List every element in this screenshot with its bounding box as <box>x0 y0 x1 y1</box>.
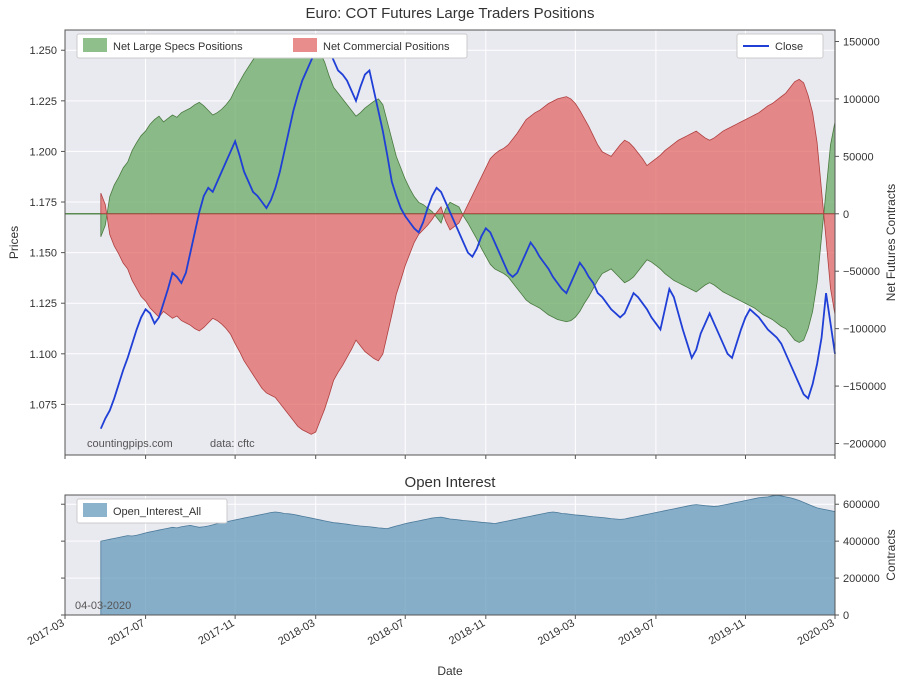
svg-text:400000: 400000 <box>843 536 880 548</box>
date-note: 04-03-2020 <box>75 600 131 612</box>
main-title: Euro: COT Futures Large Traders Position… <box>305 5 594 22</box>
xtick-label: 2019-03 <box>536 617 577 648</box>
oi-ylabel-right: Contracts <box>884 529 898 580</box>
svg-text:1.175: 1.175 <box>29 197 57 209</box>
legend-label-specs: Net Large Specs Positions <box>113 41 243 53</box>
legend-swatch-commercials <box>293 38 317 52</box>
legend-label-close: Close <box>775 41 803 53</box>
svg-text:1.100: 1.100 <box>29 349 57 361</box>
svg-text:600000: 600000 <box>843 499 880 511</box>
svg-text:50000: 50000 <box>843 151 874 163</box>
ylabel-right: Net Futures Contracts <box>884 184 898 301</box>
oi-title: Open Interest <box>405 474 497 491</box>
svg-text:0: 0 <box>843 610 849 622</box>
svg-text:1.225: 1.225 <box>29 96 57 108</box>
xtick-label: 2020-03 <box>796 617 837 648</box>
xtick-label: 2019-07 <box>616 617 657 648</box>
legend-label-oi: Open_Interest_All <box>113 506 201 518</box>
legend-swatch-specs <box>83 38 107 52</box>
svg-text:−100000: −100000 <box>843 324 886 336</box>
svg-text:1.250: 1.250 <box>29 45 57 57</box>
xtick-label: 2017-11 <box>196 617 236 647</box>
svg-text:100000: 100000 <box>843 94 880 106</box>
xtick-label: 2019-11 <box>707 617 747 647</box>
xtick-label: 2017-03 <box>26 617 67 648</box>
legend-swatch-oi <box>83 503 107 517</box>
xlabel: Date <box>437 664 463 678</box>
svg-text:1.075: 1.075 <box>29 399 57 411</box>
xtick-label: 2018-03 <box>276 617 317 648</box>
svg-text:200000: 200000 <box>843 573 880 585</box>
svg-text:1.150: 1.150 <box>29 248 57 260</box>
legend-label-commercials: Net Commercial Positions <box>323 41 450 53</box>
chart-canvas: Euro: COT Futures Large Traders Position… <box>0 0 900 700</box>
watermark-source: data: cftc <box>210 438 255 450</box>
svg-text:−200000: −200000 <box>843 439 886 451</box>
xtick-label: 2018-07 <box>366 617 407 648</box>
svg-text:150000: 150000 <box>843 36 880 48</box>
xtick-label: 2018-11 <box>447 617 487 647</box>
xtick-label: 2017-07 <box>106 617 147 648</box>
svg-text:1.125: 1.125 <box>29 298 57 310</box>
svg-text:−150000: −150000 <box>843 381 886 393</box>
svg-text:0: 0 <box>843 209 849 221</box>
ylabel-left: Prices <box>7 226 21 259</box>
svg-text:−50000: −50000 <box>843 266 880 278</box>
svg-text:1.200: 1.200 <box>29 146 57 158</box>
watermark-site: countingpips.com <box>87 438 173 450</box>
